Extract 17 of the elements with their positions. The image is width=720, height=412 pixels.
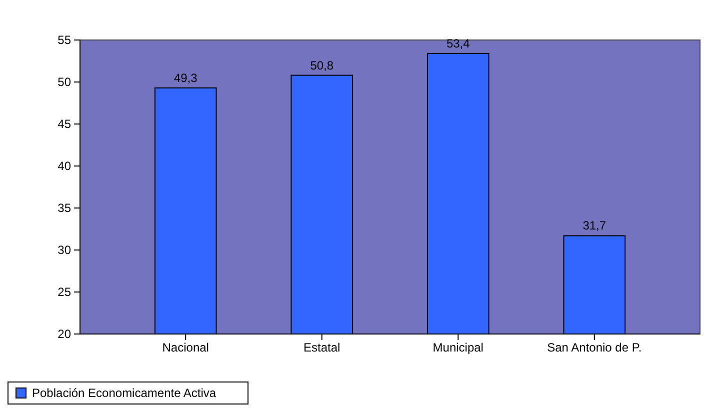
y-tick-label: 25 [58, 284, 72, 299]
x-tick-label: San Antonio de P. [547, 340, 642, 355]
y-tick-label: 45 [58, 116, 72, 131]
y-tick-label: 55 [58, 32, 72, 47]
y-tick-label: 35 [58, 200, 72, 215]
y-tick-label: 40 [58, 158, 72, 173]
data-label: 53,4 [446, 36, 470, 50]
x-tick-label: Municipal [432, 340, 484, 355]
y-tick-label: 20 [58, 326, 72, 341]
x-tick-label: Nacional [162, 340, 209, 355]
legend-label: Población Economicamente Activa [32, 386, 216, 400]
data-label: 49,3 [174, 70, 198, 85]
data-label: 31,7 [582, 218, 606, 233]
y-tick-label: 30 [58, 242, 72, 257]
y-tick-label: 50 [58, 74, 72, 89]
x-tick-label: Estatal [304, 340, 340, 355]
data-label: 50,8 [310, 58, 334, 72]
